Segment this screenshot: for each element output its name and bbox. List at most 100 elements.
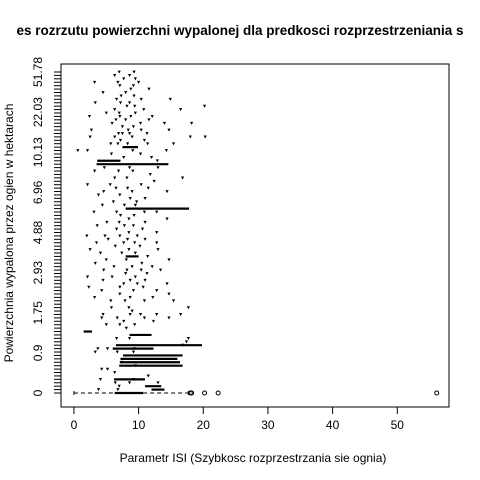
data-point bbox=[103, 234, 107, 238]
y-tick-labels: 0 0.9 1.75 2.93 4.88 6.96 10.13 22.03 51.78 bbox=[31, 57, 45, 397]
data-point bbox=[150, 265, 154, 269]
data-point bbox=[120, 132, 125, 136]
data-point bbox=[180, 343, 185, 347]
data-point bbox=[120, 251, 124, 255]
data-point bbox=[93, 261, 97, 265]
data-point bbox=[114, 186, 118, 190]
data-point bbox=[118, 234, 122, 238]
data-point bbox=[101, 91, 105, 95]
data-point bbox=[167, 258, 171, 262]
data-point bbox=[128, 196, 132, 200]
data-point bbox=[93, 295, 97, 299]
data-point bbox=[167, 128, 171, 132]
data-point bbox=[118, 138, 123, 142]
data-point bbox=[98, 377, 103, 381]
data-point bbox=[148, 173, 152, 177]
data-point bbox=[118, 193, 122, 197]
data-point bbox=[127, 217, 131, 221]
x-tick-label: 40 bbox=[326, 418, 340, 432]
data-point bbox=[118, 114, 122, 118]
data-point bbox=[102, 268, 106, 272]
data-point bbox=[133, 275, 137, 279]
data-point bbox=[138, 152, 143, 156]
data-point bbox=[156, 381, 160, 385]
data-point bbox=[87, 285, 91, 289]
data-point bbox=[96, 193, 101, 197]
data-point bbox=[85, 234, 89, 238]
data-point bbox=[117, 220, 121, 224]
data-point bbox=[133, 323, 137, 327]
plot-frame bbox=[60, 63, 450, 408]
data-point bbox=[186, 306, 190, 310]
data-point bbox=[127, 166, 132, 170]
data-point bbox=[155, 210, 159, 214]
data-point bbox=[127, 381, 132, 385]
data-point bbox=[100, 316, 104, 320]
data-point bbox=[167, 316, 171, 320]
data-point bbox=[130, 309, 134, 313]
y-axis-label: Powierzchnia wypalona przez ogien w hekt… bbox=[2, 104, 16, 363]
data-point bbox=[131, 224, 136, 228]
data-point bbox=[89, 128, 93, 132]
data-point bbox=[151, 295, 155, 299]
data-point bbox=[138, 313, 143, 317]
data-point bbox=[115, 210, 119, 214]
y-tick-label: 22.03 bbox=[31, 97, 45, 127]
data-point bbox=[113, 244, 117, 248]
data-point bbox=[105, 347, 110, 351]
data-point bbox=[133, 241, 137, 245]
data-point bbox=[127, 231, 131, 235]
data-point bbox=[127, 132, 132, 136]
data-point bbox=[109, 299, 113, 303]
data-point bbox=[120, 360, 124, 364]
data-point bbox=[155, 241, 159, 245]
data-point bbox=[145, 132, 149, 136]
x-tick-label: 10 bbox=[132, 418, 146, 432]
data-point bbox=[95, 224, 99, 228]
data-point bbox=[127, 101, 132, 105]
data-point bbox=[135, 200, 139, 204]
data-point bbox=[133, 203, 137, 207]
data-point bbox=[124, 272, 128, 276]
data-point bbox=[132, 214, 136, 218]
data-point bbox=[119, 94, 123, 98]
data-point bbox=[76, 149, 80, 153]
data-point bbox=[155, 289, 159, 293]
data-point bbox=[142, 108, 146, 112]
data-point bbox=[116, 80, 120, 84]
data-point bbox=[93, 101, 97, 105]
data-point bbox=[115, 97, 119, 101]
data-point bbox=[113, 381, 117, 385]
x-ticks: 0 10 20 30 40 50 bbox=[71, 406, 404, 432]
data-point bbox=[151, 319, 156, 323]
data-point bbox=[106, 237, 110, 241]
data-point bbox=[162, 121, 167, 125]
data-point bbox=[93, 80, 97, 84]
data-point bbox=[127, 248, 131, 252]
data-point bbox=[122, 224, 126, 228]
data-point bbox=[152, 179, 156, 183]
data-point bbox=[165, 190, 169, 194]
chart-title: es rozrzutu powierzchni wypalonej dla pr… bbox=[16, 23, 463, 38]
y-tick-label: 6.96 bbox=[31, 180, 45, 204]
data-point bbox=[130, 265, 134, 269]
data-point bbox=[188, 135, 192, 139]
data-point bbox=[186, 336, 190, 340]
data-point bbox=[122, 319, 126, 323]
data-point bbox=[131, 350, 136, 354]
data-point bbox=[137, 80, 141, 84]
data-point bbox=[138, 121, 143, 125]
data-point bbox=[118, 285, 122, 289]
data-point bbox=[141, 285, 145, 289]
data-point bbox=[127, 74, 132, 78]
data-point bbox=[109, 142, 113, 146]
data-point bbox=[179, 108, 183, 112]
data-point bbox=[87, 114, 92, 118]
data-point bbox=[143, 278, 147, 282]
data-point bbox=[128, 295, 132, 299]
data-point bbox=[129, 87, 133, 91]
data-point bbox=[132, 94, 136, 98]
data-point bbox=[124, 118, 128, 122]
data-point bbox=[117, 70, 121, 74]
data-point bbox=[132, 70, 136, 74]
